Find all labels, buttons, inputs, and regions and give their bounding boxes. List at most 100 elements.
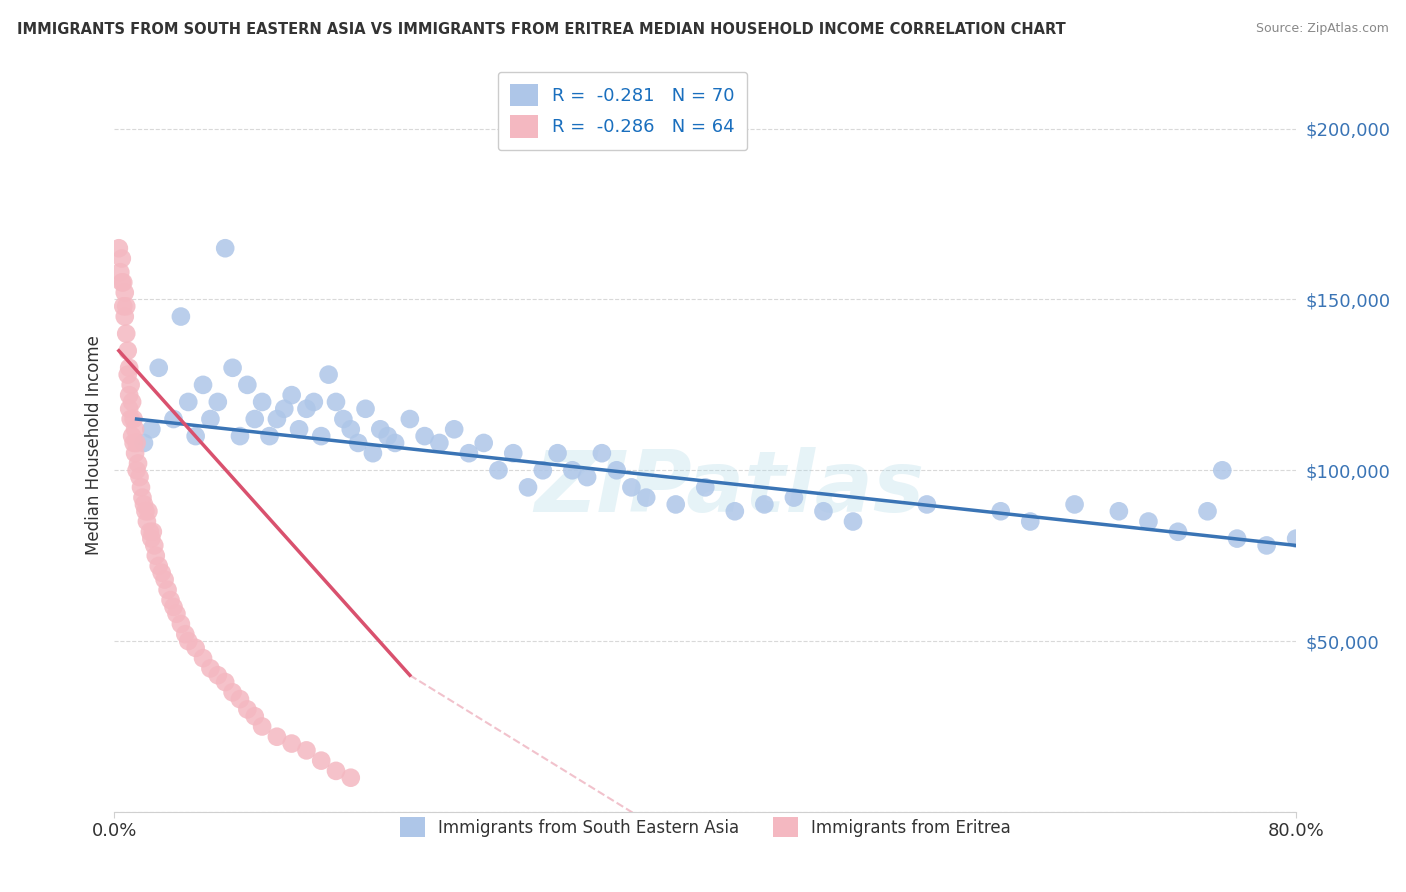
Point	[221, 685, 243, 699]
Point	[184, 640, 207, 655]
Point	[250, 719, 273, 733]
Point	[1226, 532, 1249, 546]
Point	[295, 401, 318, 416]
Point	[347, 436, 370, 450]
Point	[108, 241, 131, 255]
Point	[120, 377, 142, 392]
Point	[915, 498, 938, 512]
Point	[118, 401, 141, 416]
Point	[124, 446, 146, 460]
Point	[112, 276, 135, 290]
Point	[124, 422, 146, 436]
Point	[170, 310, 193, 324]
Point	[1137, 515, 1160, 529]
Point	[547, 446, 569, 460]
Point	[159, 593, 181, 607]
Point	[125, 463, 148, 477]
Point	[117, 368, 139, 382]
Text: ZIPatlas: ZIPatlas	[534, 447, 924, 530]
Point	[302, 395, 325, 409]
Point	[191, 651, 214, 665]
Point	[783, 491, 806, 505]
Point	[112, 299, 135, 313]
Point	[236, 702, 259, 716]
Point	[207, 668, 229, 682]
Point	[122, 436, 145, 450]
Point	[135, 515, 157, 529]
Point	[207, 395, 229, 409]
Point	[125, 436, 148, 450]
Point	[561, 463, 583, 477]
Legend: Immigrants from South Eastern Asia, Immigrants from Eritrea: Immigrants from South Eastern Asia, Immi…	[394, 810, 1018, 844]
Point	[266, 412, 288, 426]
Point	[177, 395, 200, 409]
Point	[502, 446, 524, 460]
Point	[1108, 504, 1130, 518]
Point	[143, 538, 166, 552]
Point	[443, 422, 465, 436]
Point	[243, 709, 266, 723]
Point	[339, 422, 361, 436]
Point	[288, 422, 311, 436]
Point	[110, 265, 132, 279]
Point	[121, 429, 143, 443]
Point	[148, 558, 170, 573]
Point	[121, 395, 143, 409]
Point	[134, 504, 156, 518]
Point	[636, 491, 658, 505]
Point	[127, 457, 149, 471]
Point	[131, 491, 153, 505]
Point	[531, 463, 554, 477]
Point	[318, 368, 340, 382]
Point	[214, 675, 236, 690]
Point	[221, 360, 243, 375]
Point	[184, 429, 207, 443]
Point	[128, 470, 150, 484]
Point	[122, 412, 145, 426]
Point	[429, 436, 451, 450]
Point	[153, 573, 176, 587]
Point	[200, 412, 222, 426]
Point	[117, 343, 139, 358]
Point	[191, 377, 214, 392]
Point	[842, 515, 865, 529]
Point	[354, 401, 377, 416]
Point	[488, 463, 510, 477]
Point	[162, 412, 184, 426]
Point	[1019, 515, 1042, 529]
Point	[142, 524, 165, 539]
Point	[620, 480, 643, 494]
Point	[148, 360, 170, 375]
Point	[129, 480, 152, 494]
Point	[813, 504, 835, 518]
Point	[229, 429, 252, 443]
Point	[273, 401, 295, 416]
Point	[1167, 524, 1189, 539]
Point	[139, 524, 162, 539]
Point	[695, 480, 717, 494]
Point	[1211, 463, 1233, 477]
Point	[150, 566, 173, 580]
Point	[141, 532, 163, 546]
Point	[200, 661, 222, 675]
Point	[266, 730, 288, 744]
Point	[472, 436, 495, 450]
Point	[250, 395, 273, 409]
Point	[132, 436, 155, 450]
Point	[162, 599, 184, 614]
Point	[724, 504, 747, 518]
Point	[458, 446, 481, 460]
Point	[114, 310, 136, 324]
Point	[111, 252, 134, 266]
Point	[177, 634, 200, 648]
Point	[309, 754, 332, 768]
Point	[325, 395, 347, 409]
Y-axis label: Median Household Income: Median Household Income	[86, 334, 103, 555]
Point	[114, 285, 136, 300]
Point	[332, 412, 354, 426]
Point	[132, 498, 155, 512]
Point	[214, 241, 236, 255]
Point	[170, 617, 193, 632]
Point	[309, 429, 332, 443]
Point	[111, 276, 134, 290]
